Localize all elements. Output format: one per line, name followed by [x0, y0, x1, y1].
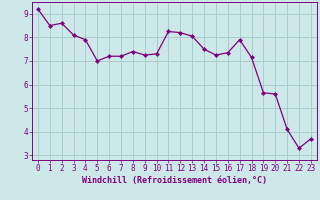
X-axis label: Windchill (Refroidissement éolien,°C): Windchill (Refroidissement éolien,°C) [82, 176, 267, 185]
